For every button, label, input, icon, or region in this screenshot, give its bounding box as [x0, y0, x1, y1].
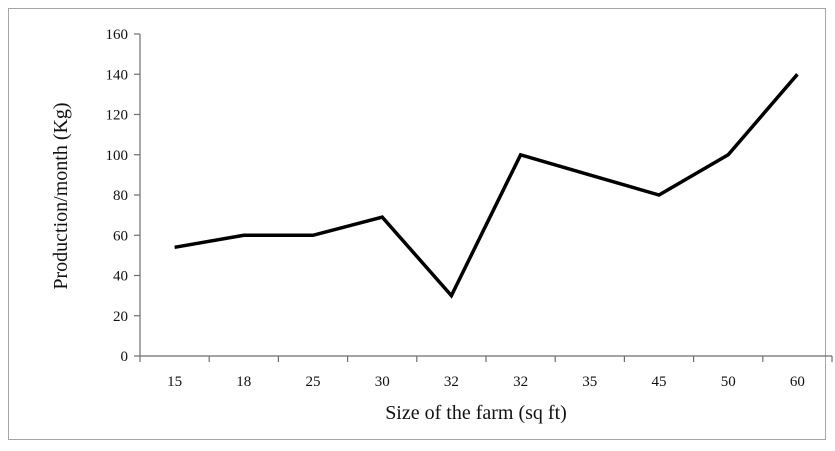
x-tick-label: 32: [513, 374, 528, 390]
x-tick-label: 25: [306, 374, 321, 390]
y-tick-label: 60: [113, 228, 128, 244]
x-tick-label: 35: [582, 374, 597, 390]
y-tick-label: 0: [121, 349, 129, 365]
x-tick-label: 60: [790, 374, 805, 390]
x-tick-label: 15: [167, 374, 182, 390]
x-axis-title: Size of the farm (sq ft): [385, 402, 567, 424]
y-tick-label: 140: [106, 67, 129, 83]
x-tick-labels: 15 18 25 30 32 32 35 45 50 60: [167, 374, 805, 390]
x-tick-label: 32: [444, 374, 459, 390]
y-tick-label: 160: [106, 27, 129, 43]
x-tick-label: 45: [652, 374, 667, 390]
y-axis-title: Production/month (Kg): [50, 102, 72, 289]
axes: [134, 33, 833, 362]
y-tick-label: 40: [113, 269, 128, 285]
y-tick-labels: 0 20 40 60 80 100 120 140 160: [106, 27, 129, 365]
y-tick-label: 120: [106, 108, 129, 124]
series-line: [174, 73, 799, 299]
x-tick-label: 30: [375, 374, 390, 390]
chart-frame: [8, 8, 826, 440]
series-layer: [174, 73, 799, 299]
y-tick-label: 100: [106, 148, 129, 164]
y-tick-label: 20: [113, 309, 128, 325]
y-tick-label: 80: [113, 188, 128, 204]
x-tick-label: 50: [721, 374, 736, 390]
x-tick-label: 18: [236, 374, 251, 390]
